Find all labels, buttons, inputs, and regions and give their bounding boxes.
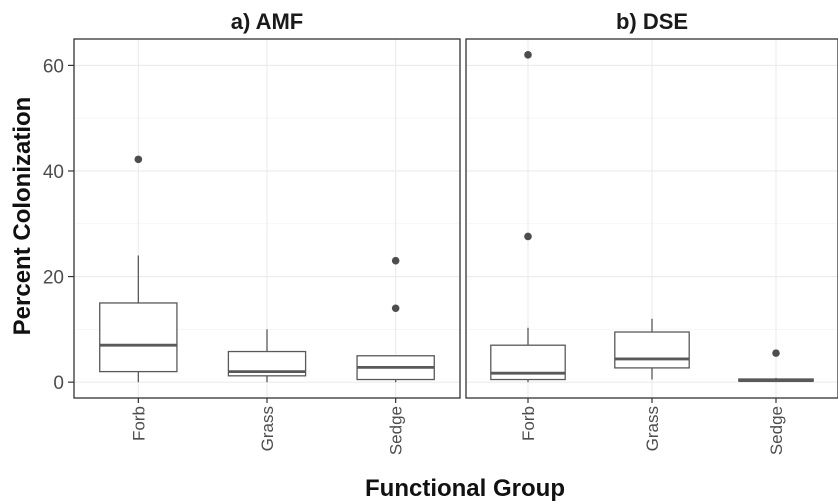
- y-tick-label-40: 40: [43, 162, 64, 183]
- category-label-forb: Forb: [519, 406, 538, 441]
- box-forb: [99, 302, 178, 373]
- panel-title: a) AMF: [231, 9, 304, 34]
- y-tick-label-60: 60: [43, 56, 64, 77]
- y-tick-label-0: 0: [53, 373, 64, 394]
- outlier-point-sedge: [391, 304, 400, 313]
- category-label-grass: Grass: [258, 406, 277, 451]
- outlier-point-forb: [524, 51, 532, 59]
- outlier-point-sedge: [391, 256, 400, 265]
- outlier-point-sedge: [772, 349, 780, 357]
- outlier-point-forb: [524, 232, 532, 241]
- outlier-point-forb: [134, 155, 143, 164]
- category-label-sedge: Sedge: [767, 406, 786, 455]
- box-grass: [614, 331, 690, 369]
- panel-title: b) DSE: [616, 9, 688, 34]
- category-label-sedge: Sedge: [387, 406, 406, 455]
- y-tick-label-20: 20: [43, 268, 64, 289]
- plot-area: 0 20 40 60 a) AMF Forb Grass Sedge b) DSE Forb Gra…: [43, 9, 838, 455]
- category-label-forb: Forb: [129, 406, 148, 441]
- x-axis-title: Functional Group: [365, 475, 565, 502]
- y-axis-title: Percent Colonization: [9, 97, 36, 336]
- category-label-grass: Grass: [643, 406, 662, 451]
